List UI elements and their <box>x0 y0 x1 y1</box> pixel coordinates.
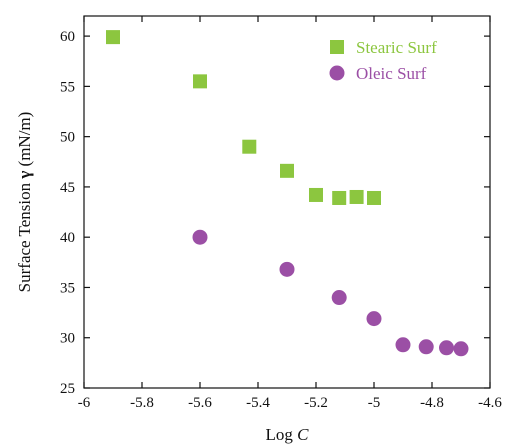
oleic-surf-point <box>395 337 411 353</box>
oleic-surf-point <box>439 340 454 356</box>
x-axis-title-variable: C <box>297 425 309 444</box>
stearic-surf-point <box>332 190 347 205</box>
oleic-surf-point <box>331 290 347 306</box>
x-tick-label: -4.6 <box>478 395 502 411</box>
legend-label: Stearic Surf <box>356 38 437 57</box>
oleic-surf-point <box>366 311 382 327</box>
legend: Stearic Surf Oleic Surf <box>329 38 437 83</box>
oleic-surf-point <box>279 261 295 277</box>
x-tick-label: -5.8 <box>130 395 154 411</box>
y-tick-label: 30 <box>60 331 75 347</box>
stearic-surf-point <box>106 30 120 45</box>
stearic-surf-point <box>193 74 207 89</box>
x-tick-label: -5.6 <box>188 395 212 411</box>
x-tick-label: -6 <box>78 395 91 411</box>
data-marks <box>106 30 469 357</box>
stearic-surf-point <box>242 139 257 154</box>
y-tick-label: 45 <box>60 180 75 196</box>
oleic-surf-point <box>418 339 434 355</box>
legend-marker-stearic <box>330 40 344 54</box>
y-tick-label: 50 <box>60 130 75 146</box>
y-axis-title: Surface Tension γ (mN/m) <box>15 112 34 293</box>
stearic-surf-point <box>309 187 323 202</box>
x-tick-label: -5 <box>368 395 381 411</box>
x-tick-label: -4.8 <box>420 395 444 411</box>
legend-label: Oleic Surf <box>356 64 427 83</box>
y-tick-label: 55 <box>60 79 75 95</box>
x-axis-title-prefix: Log <box>266 425 298 444</box>
y-axis-title-prefix: Surface Tension <box>15 179 34 293</box>
y-axis-title-unit: (mN/m) <box>15 112 34 171</box>
legend-marker-oleic <box>329 65 345 81</box>
y-tick-label: 25 <box>60 381 75 397</box>
x-tick-label: -5.4 <box>246 395 270 411</box>
y-tick-label: 40 <box>60 230 75 246</box>
y-tick-label: 35 <box>60 280 75 296</box>
x-axis-title: Log C <box>266 425 310 444</box>
oleic-surf-point <box>453 341 469 357</box>
plot-frame <box>83 15 491 389</box>
stearic-surf-point <box>367 190 381 205</box>
stearic-surf-point <box>349 189 364 204</box>
x-tick-label: -5.2 <box>304 395 328 411</box>
y-axis-title-symbol: γ <box>15 171 34 180</box>
y-tick-label: 60 <box>60 29 75 45</box>
stearic-surf-point <box>280 163 294 178</box>
oleic-surf-point <box>192 229 208 245</box>
axis-ticks: -6 -5.8 -5.6 -5.4 -5.2 -5 -4.8 -4.6 25 30 35 40 45 50… <box>60 16 502 411</box>
